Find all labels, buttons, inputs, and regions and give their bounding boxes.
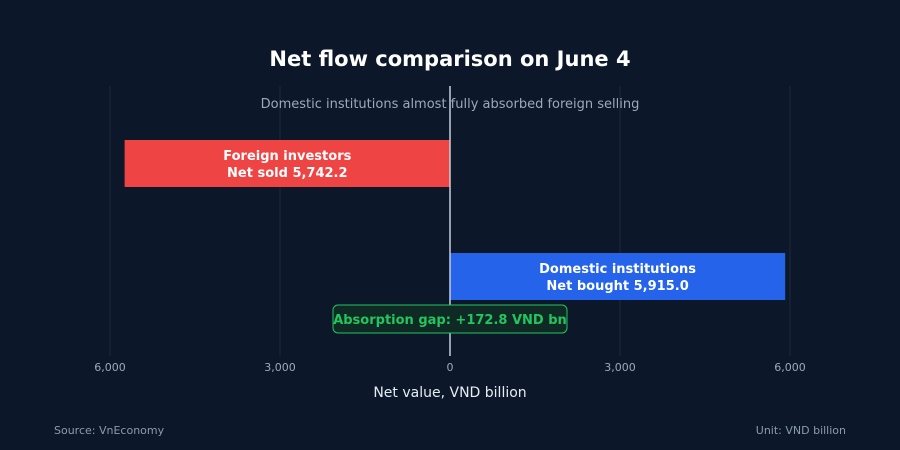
bar-category-label: Foreign investors xyxy=(223,149,351,164)
chart-title: Net flow comparison on June 4 xyxy=(269,47,630,71)
x-tick-label: 6,000 xyxy=(94,361,126,374)
bar-category-label: Domestic institutions xyxy=(539,262,696,277)
chart: Foreign investors Net sold 5,742.2 Domesti… xyxy=(94,47,806,401)
unit-note: Unit: VND billion xyxy=(755,424,846,437)
x-tick-label: 3,000 xyxy=(264,361,296,374)
annotation-box: Absorption gap: +172.8 VND bn xyxy=(332,304,568,334)
chart-subtitle: Domestic institutions almost fully absor… xyxy=(261,97,640,112)
bar-domestic-institutions xyxy=(450,253,786,300)
source-note: Source: VnEconomy xyxy=(54,424,165,437)
bar-value-label: Net sold 5,742.2 xyxy=(227,166,348,181)
grid-lines xyxy=(109,86,791,356)
x-tick-label: 3,000 xyxy=(604,361,636,374)
x-axis-ticks: 6,000 3,000 0 3,000 6,000 xyxy=(94,361,806,374)
bar-foreign-investors xyxy=(124,140,450,187)
x-axis-label: Net value, VND billion xyxy=(373,385,526,401)
annotation-text: Absorption gap: +172.8 VND bn xyxy=(333,313,567,328)
x-tick-label: 6,000 xyxy=(774,361,806,374)
bars: Foreign investors Net sold 5,742.2 Domesti… xyxy=(124,140,786,300)
x-tick-label: 0 xyxy=(447,361,454,374)
bar-value-label: Net bought 5,915.0 xyxy=(546,279,688,294)
